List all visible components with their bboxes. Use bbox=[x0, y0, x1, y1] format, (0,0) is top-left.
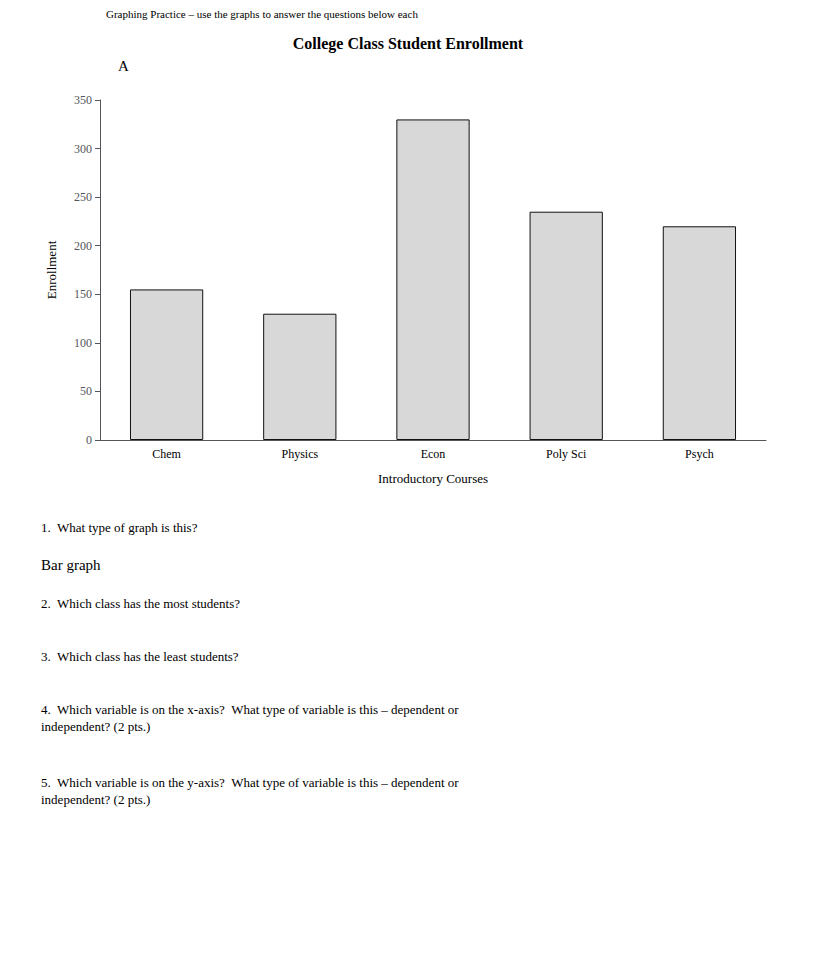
svg-text:5. Which variable is on the y: 5. Which variable is on the y-axis? What… bbox=[41, 775, 459, 790]
svg-text:Physics: Physics bbox=[281, 447, 318, 461]
svg-text:Bar graph: Bar graph bbox=[41, 557, 101, 573]
svg-text:Enrollment: Enrollment bbox=[44, 240, 59, 299]
svg-text:300: 300 bbox=[74, 142, 92, 156]
svg-text:3. Which class has the least: 3. Which class has the least students? bbox=[41, 649, 239, 664]
svg-text:0: 0 bbox=[86, 433, 92, 447]
svg-text:50: 50 bbox=[80, 384, 92, 398]
svg-text:A: A bbox=[118, 58, 129, 74]
svg-text:independent? (2 pts.): independent? (2 pts.) bbox=[41, 792, 150, 807]
svg-text:Graphing Practice – use the gr: Graphing Practice – use the graphs to an… bbox=[106, 8, 418, 20]
svg-text:College Class Student Enrollme: College Class Student Enrollment bbox=[293, 35, 524, 53]
svg-text:4. Which variable is on the x: 4. Which variable is on the x-axis? What… bbox=[41, 702, 459, 717]
svg-text:1. What type of graph is this: 1. What type of graph is this? bbox=[41, 520, 198, 535]
svg-text:Psych: Psych bbox=[685, 447, 714, 461]
svg-text:250: 250 bbox=[74, 190, 92, 204]
svg-text:Poly Sci: Poly Sci bbox=[546, 447, 587, 461]
svg-text:350: 350 bbox=[74, 93, 92, 107]
svg-text:100: 100 bbox=[74, 336, 92, 350]
svg-text:independent? (2 pts.): independent? (2 pts.) bbox=[41, 719, 150, 734]
svg-text:Chem: Chem bbox=[152, 447, 181, 461]
svg-text:150: 150 bbox=[74, 287, 92, 301]
svg-text:200: 200 bbox=[74, 239, 92, 253]
svg-text:2. Which class has the most s: 2. Which class has the most students? bbox=[41, 596, 240, 611]
svg-text:Introductory Courses: Introductory Courses bbox=[378, 471, 488, 486]
svg-text:Econ: Econ bbox=[421, 447, 446, 461]
